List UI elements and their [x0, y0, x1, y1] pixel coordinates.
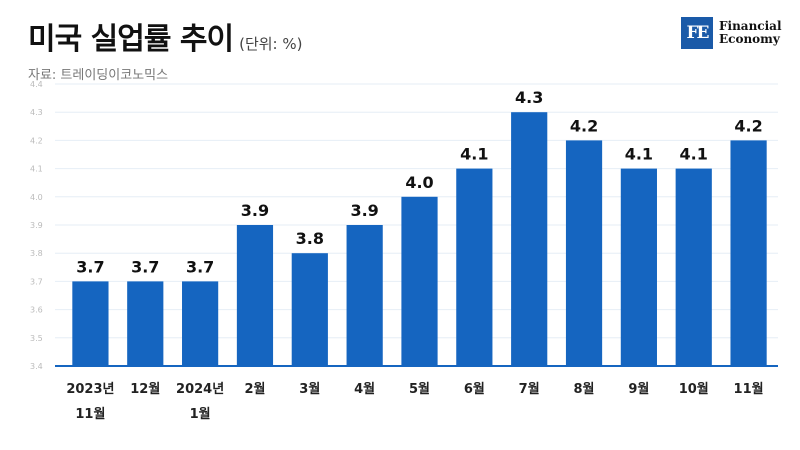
data-label: 4.1	[625, 145, 653, 164]
data-label: 3.7	[131, 257, 159, 276]
y-tick-label: 3.5	[30, 334, 43, 343]
title-row: 미국 실업률 추이 (단위: %)	[28, 14, 302, 58]
bar	[511, 112, 548, 366]
bar	[565, 140, 603, 366]
data-label: 4.0	[405, 173, 433, 192]
bar	[401, 196, 438, 366]
y-tick-label: 4.0	[30, 193, 43, 202]
x-tick-label: 5월	[409, 381, 430, 397]
y-tick-label: 3.9	[30, 221, 43, 230]
financial-economy-logo: FE Financial Economy	[681, 17, 782, 49]
x-tick-label: 9월	[628, 381, 649, 397]
logo-wordmark: Financial Economy	[719, 20, 782, 46]
data-label: 3.7	[186, 257, 214, 276]
x-tick-label: 7월	[519, 381, 540, 397]
x-tick-label: 4월	[354, 381, 375, 397]
bar	[127, 281, 164, 366]
x-tick-label: 11월	[75, 406, 105, 422]
y-tick-label: 3.8	[30, 249, 43, 258]
bar	[291, 253, 328, 366]
y-tick-label: 3.4	[30, 362, 43, 371]
y-tick-label: 3.6	[30, 306, 43, 315]
source-label: 자료: 트레이딩이코노믹스	[28, 68, 169, 83]
x-tick-label: 6월	[464, 381, 485, 397]
x-tick-label: 3월	[299, 381, 320, 397]
y-tick-label: 4.4	[30, 80, 43, 89]
data-label: 4.3	[515, 88, 543, 107]
x-tick-label: 2024년	[176, 382, 224, 397]
x-tick-label: 8월	[574, 381, 595, 397]
x-tick-label: 10월	[679, 381, 709, 397]
x-tick-label: 2월	[244, 381, 265, 397]
bar	[456, 168, 493, 366]
bar	[620, 168, 657, 366]
bar	[675, 168, 712, 366]
bar	[236, 225, 274, 366]
bar	[730, 140, 767, 366]
bar	[72, 281, 109, 366]
bar	[346, 225, 383, 366]
fe-logo-icon: FE	[681, 17, 713, 49]
data-label: 3.8	[296, 229, 324, 248]
y-tick-label: 3.7	[30, 277, 43, 286]
data-label: 3.7	[76, 257, 104, 276]
logo-line-2: Economy	[719, 32, 780, 46]
chart-header: 미국 실업률 추이 (단위: %) 자료: 트레이딩이코노믹스	[28, 14, 302, 83]
chart-title: 미국 실업률 추이	[28, 22, 234, 57]
x-tick-label: 1월	[190, 406, 211, 422]
x-tick-label: 2023년	[66, 382, 114, 397]
logo-line-1: Financial	[719, 19, 782, 33]
data-label: 4.1	[680, 145, 708, 164]
x-tick-label: 12월	[130, 381, 160, 397]
y-tick-label: 4.1	[30, 165, 43, 174]
y-tick-label: 4.2	[30, 136, 43, 145]
data-label: 3.9	[350, 201, 378, 220]
data-label: 4.1	[460, 145, 488, 164]
y-tick-label: 4.3	[30, 108, 43, 117]
data-label: 3.9	[241, 201, 269, 220]
data-label: 4.2	[570, 116, 598, 135]
unit-label: (단위: %)	[239, 35, 303, 53]
x-tick-label: 11월	[734, 381, 764, 397]
bar	[182, 281, 219, 366]
data-label: 4.2	[734, 116, 762, 135]
